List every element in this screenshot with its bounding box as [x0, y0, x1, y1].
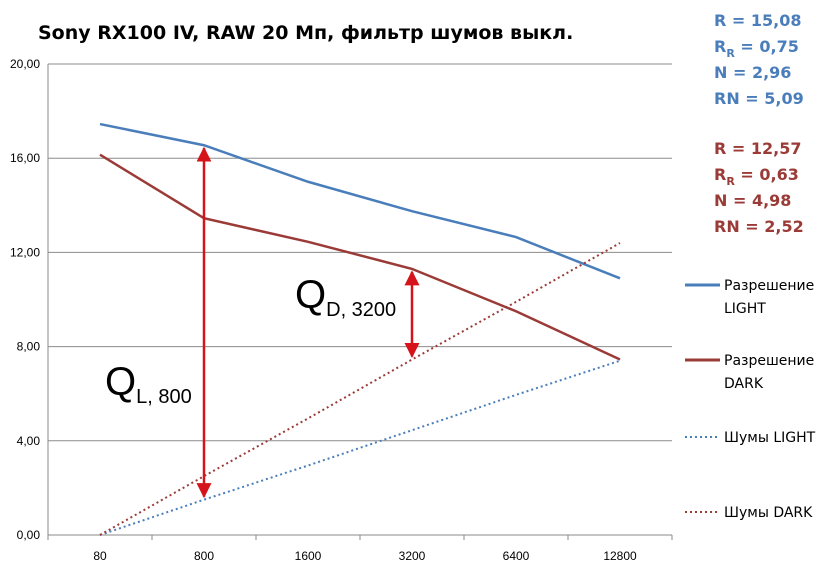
series-line-шумы-dark	[99, 242, 621, 536]
series-line-разрешение-dark	[99, 153, 621, 361]
y-axis: 0,00 4,00 8,00 12,00 16,00 20,00	[10, 57, 40, 542]
y-tick-label: 20,00	[10, 57, 40, 71]
stats-panel: R = 15,08 RR = 0,75 N = 2,96 RN = 5,09 R = 1…	[714, 11, 804, 236]
x-tick-label: 12800	[603, 549, 637, 563]
legend-label: Разрешение	[724, 278, 814, 294]
legend-label: Шумы LIGHT	[724, 430, 816, 446]
series-group	[99, 122, 621, 536]
x-tick-label: 80	[93, 549, 107, 563]
chart-title: Sony RX100 IV, RAW 20 Мп, фильтр шумов в…	[38, 22, 573, 44]
stat-line: N = 4,98	[714, 191, 791, 210]
legend-label: Шумы DARK	[724, 505, 813, 521]
annotation-label: QD, 3200	[295, 273, 396, 321]
stat-line: RR = 0,75	[714, 37, 799, 60]
y-tick-label: 16,00	[10, 151, 40, 165]
y-tick-label: 8,00	[17, 340, 41, 354]
stat-line: R = 12,57	[714, 139, 801, 158]
legend: Разрешение LIGHT Разрешение DARK Шумы LIGHT Ш…	[685, 278, 816, 521]
stat-line: R = 15,08	[714, 11, 801, 30]
series-line-разрешение-light	[99, 122, 621, 280]
legend-label: LIGHT	[724, 301, 766, 317]
annotation-label: QL, 800	[105, 360, 192, 408]
grid	[47, 63, 672, 536]
stat-line: RN = 2,52	[714, 217, 804, 236]
x-tick-label: 6400	[503, 549, 530, 563]
y-tick-label: 4,00	[17, 434, 41, 448]
legend-label: Разрешение	[724, 353, 814, 369]
annotations: QL, 800 QD, 3200	[105, 146, 420, 499]
stat-line: N = 2,96	[714, 63, 791, 82]
x-tick-label: 800	[194, 549, 214, 563]
legend-label: DARK	[724, 376, 764, 392]
stat-line: RR = 0,63	[714, 165, 799, 188]
y-tick-label: 12,00	[10, 245, 40, 259]
x-tick-label: 1600	[295, 549, 322, 563]
series-line-шумы-light	[99, 359, 621, 536]
y-tick-label: 0,00	[17, 528, 41, 542]
stat-line: RN = 5,09	[714, 89, 804, 108]
x-tick-label: 3200	[399, 549, 426, 563]
x-axis: 80 800 1600 3200 6400 12800	[47, 535, 673, 563]
